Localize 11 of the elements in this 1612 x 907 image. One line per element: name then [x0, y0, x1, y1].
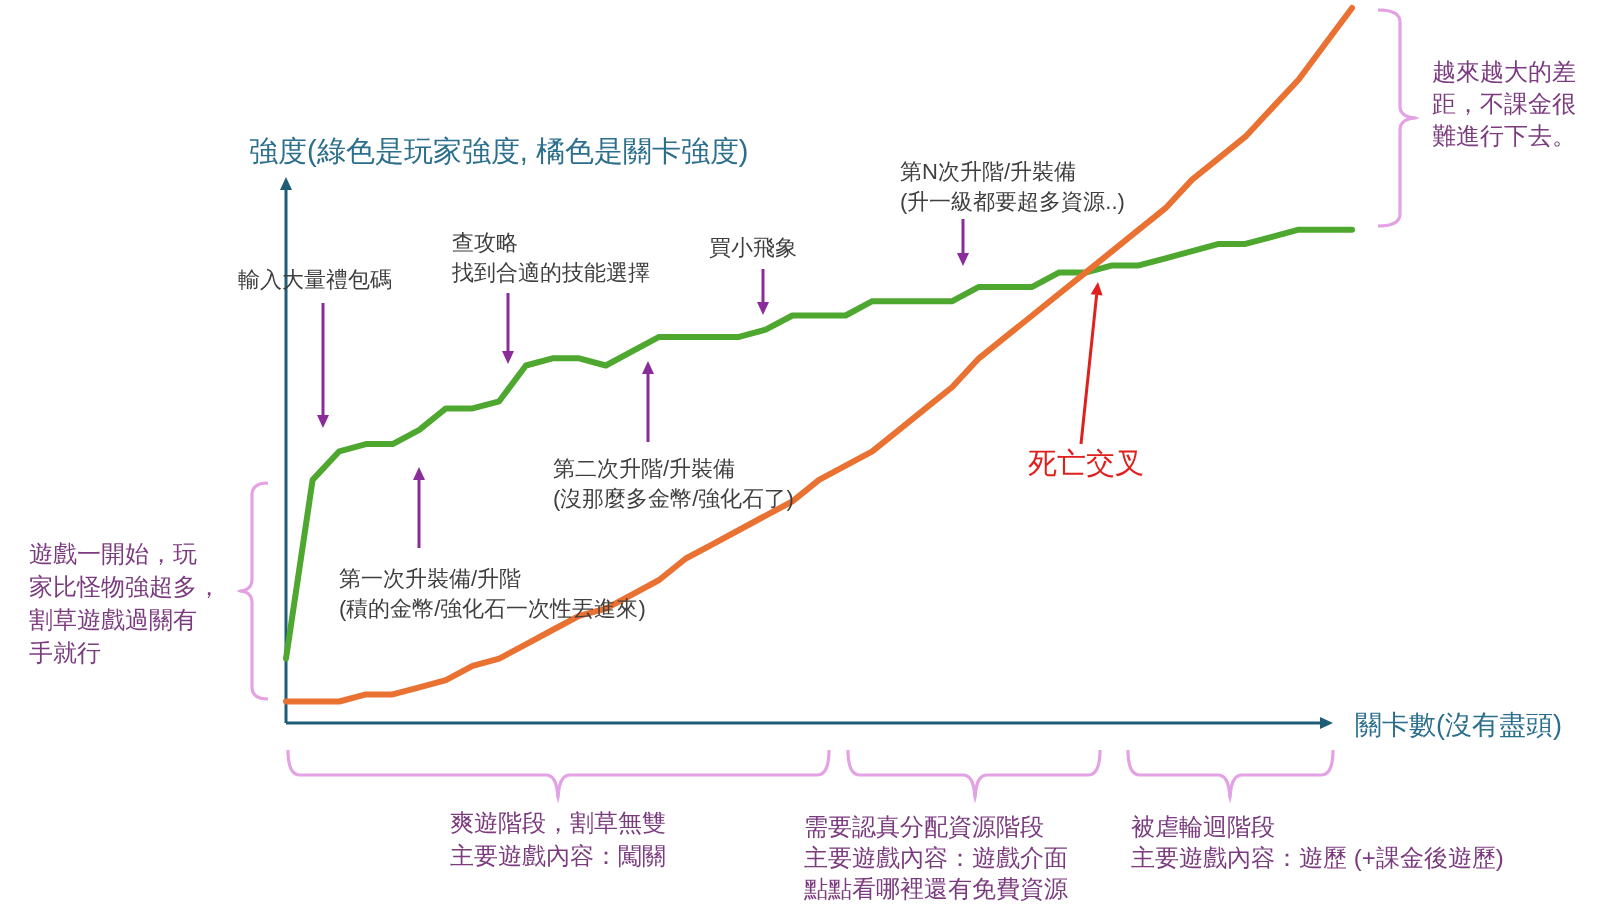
xlabel: 關卡數(沒有盡頭): [1355, 710, 1562, 740]
annotation: 越來越大的差距，不課金很難進行下去。: [1432, 58, 1576, 149]
annotation: 遊戲一開始，玩家比怪物強超多，割草遊戲過關有手就行: [29, 540, 221, 666]
annotation: 第N次升階/升裝備 (升一級都要超多資源..): [900, 159, 1125, 214]
annotation: 買小飛象: [709, 235, 797, 260]
annotation: 需要認真分配資源階段主要遊戲內容：遊戲介面點點看哪裡還有免費資源: [804, 813, 1068, 902]
annotation: 查攻略找到合適的技能選擇: [452, 230, 650, 285]
annotation: 爽遊階段，割草無雙主要遊戲內容：闖關: [450, 809, 666, 869]
ylabel: 強度(綠色是玩家強度, 橘色是關卡強度): [249, 135, 749, 167]
annotation: 死亡交叉: [1028, 447, 1144, 479]
annotation: 被虐輪迴階段主要遊戲內容：遊歷 (+課金後遊歷): [1131, 813, 1504, 871]
